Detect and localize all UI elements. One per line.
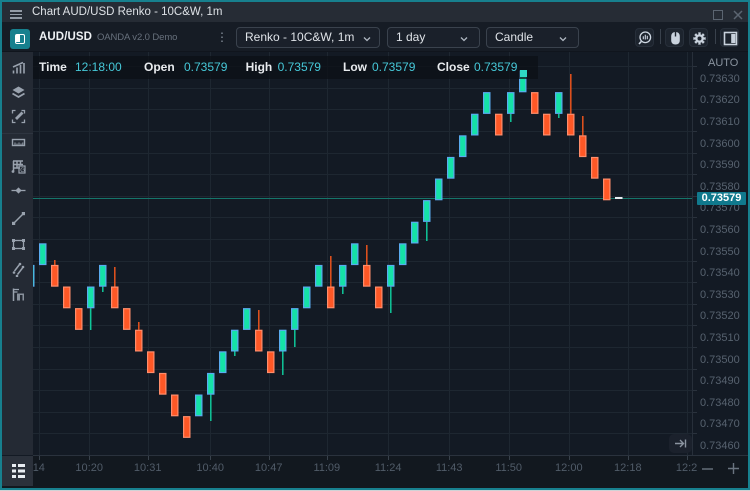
svg-text:G: G: [20, 168, 25, 174]
